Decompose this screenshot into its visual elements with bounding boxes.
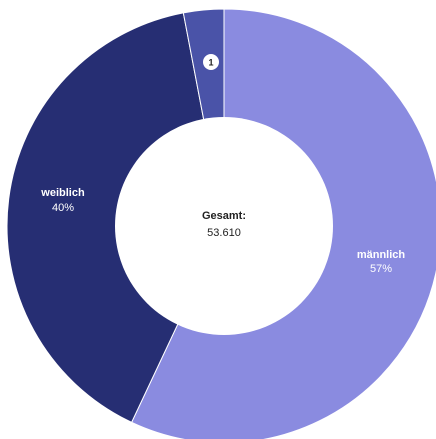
center-total: Gesamt: 53.610 xyxy=(202,210,246,239)
slice-labels-group: männlich 57% weiblich 40% xyxy=(40,187,405,275)
badge-number: 1 xyxy=(208,58,213,68)
badge-circle xyxy=(203,54,219,70)
slice-label-pct-weiblich: 40% xyxy=(52,202,74,214)
slice-label-name-maennlich: männlich xyxy=(357,249,406,261)
donut-hole xyxy=(115,117,333,335)
small-slice-badge: 1 xyxy=(203,54,219,70)
slice-label-pct-maennlich: 57% xyxy=(370,263,392,275)
center-value: 53.610 xyxy=(207,227,241,239)
slice-label-name-weiblich: weiblich xyxy=(40,187,85,199)
center-title: Gesamt: xyxy=(202,210,246,222)
